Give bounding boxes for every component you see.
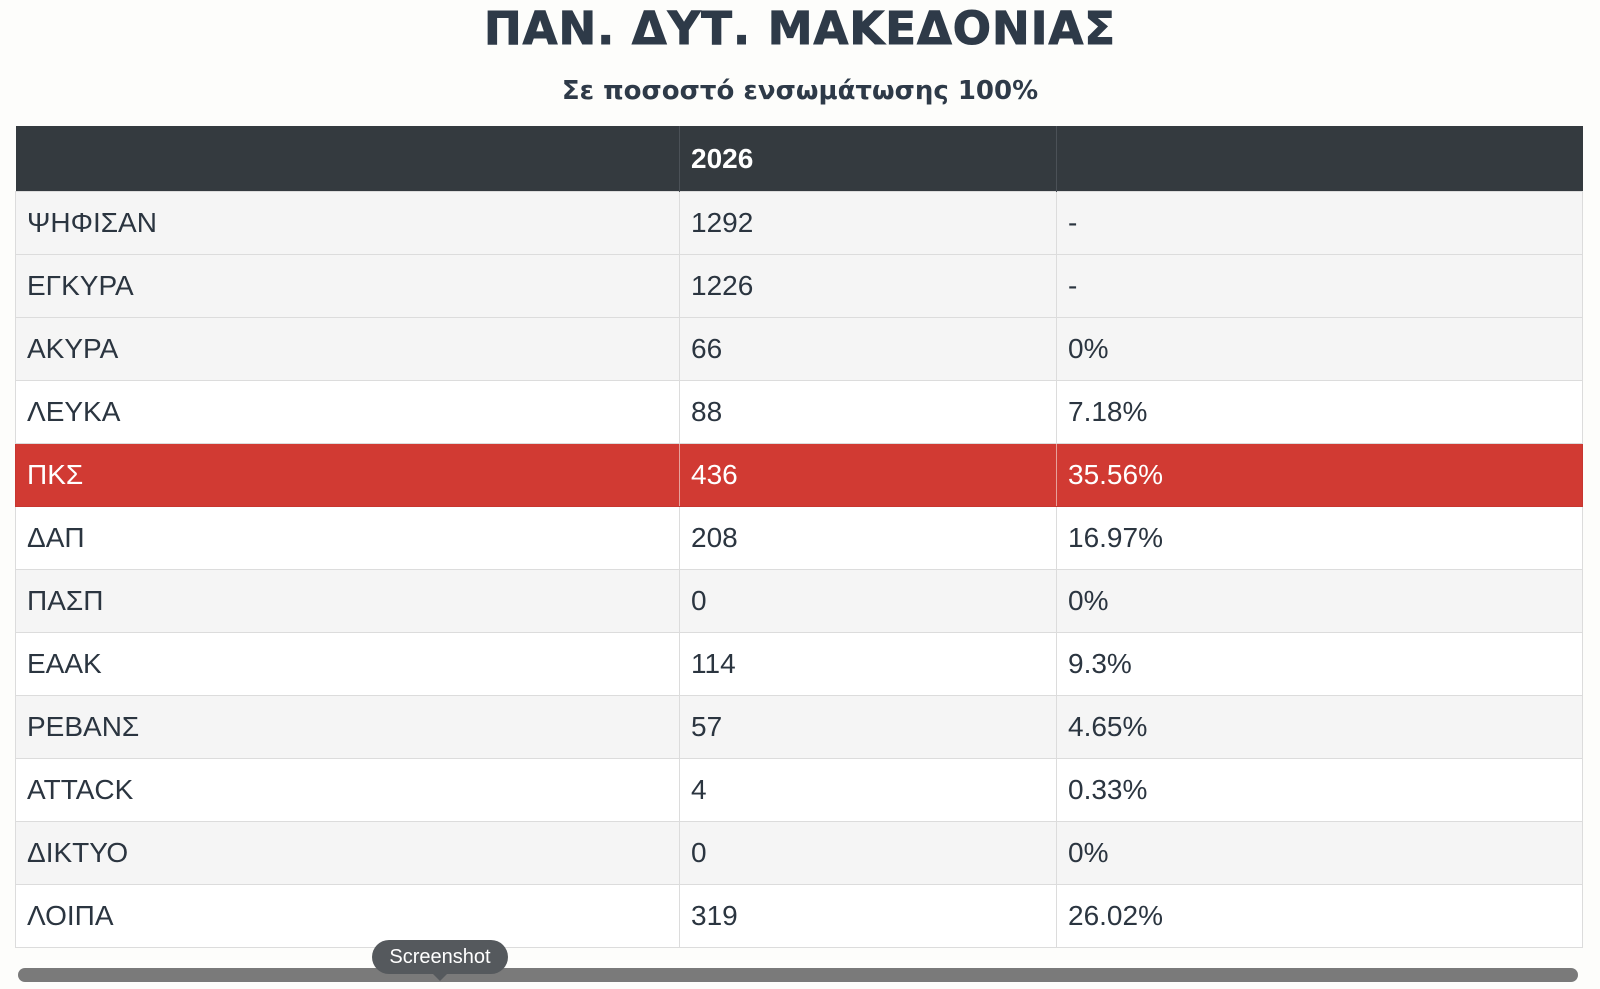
tooltip-arrow-icon [432, 973, 448, 981]
row-votes: 436 [679, 443, 1057, 507]
row-percent: 0% [1056, 317, 1583, 381]
table-row: ATTACK 4 0.33% [15, 758, 1583, 822]
table-row: ΛΟΙΠΑ 319 26.02% [15, 884, 1583, 948]
row-percent: 0% [1056, 569, 1583, 633]
row-label: ΠΑΣΠ [15, 569, 680, 633]
table-row: ΔΑΠ 208 16.97% [15, 506, 1583, 570]
row-label: ΕΓΚΥΡΑ [15, 254, 680, 318]
row-percent: - [1056, 191, 1583, 255]
table-row: ΕΑΑΚ 114 9.3% [15, 632, 1583, 696]
row-label: ΠΚΣ [15, 443, 680, 507]
results-table: 2026 ΨΗΦΙΣΑΝ 1292 - ΕΓΚΥΡΑ 1226 - ΑΚΥΡΑ … [15, 126, 1583, 948]
table-row: ΡΕΒΑΝΣ 57 4.65% [15, 695, 1583, 759]
row-votes: 57 [679, 695, 1057, 759]
row-votes: 114 [679, 632, 1057, 696]
row-votes: 88 [679, 380, 1057, 444]
page-subtitle: Σε ποσοστό ενσωμάτωσης 100% [561, 76, 1039, 106]
row-label: ATTACK [15, 758, 680, 822]
table-row-highlighted: ΠΚΣ 436 35.56% [15, 443, 1583, 507]
row-votes: 66 [679, 317, 1057, 381]
row-percent: 0% [1056, 821, 1583, 885]
table-row: ΔΙΚΤΥΟ 0 0% [15, 821, 1583, 885]
row-percent: 7.18% [1056, 380, 1583, 444]
row-votes: 4 [679, 758, 1057, 822]
row-percent: 0.33% [1056, 758, 1583, 822]
row-percent: - [1056, 254, 1583, 318]
column-header-label [15, 126, 680, 192]
row-label: ΔΑΠ [15, 506, 680, 570]
column-header-percent [1056, 126, 1583, 192]
row-label: ΕΑΑΚ [15, 632, 680, 696]
page-title: ΠΑΝ. ΔΥΤ. ΜΑΚΕΔΟΝΙΑΣ [483, 2, 1117, 56]
row-votes: 208 [679, 506, 1057, 570]
column-header-year: 2026 [679, 126, 1057, 192]
row-percent: 4.65% [1056, 695, 1583, 759]
row-votes: 1292 [679, 191, 1057, 255]
table-row: ΑΚΥΡΑ 66 0% [15, 317, 1583, 381]
row-votes: 0 [679, 569, 1057, 633]
row-percent: 35.56% [1056, 443, 1583, 507]
row-percent: 9.3% [1056, 632, 1583, 696]
row-label: ΨΗΦΙΣΑΝ [15, 191, 680, 255]
row-percent: 16.97% [1056, 506, 1583, 570]
row-label: ΛΕΥΚΑ [15, 380, 680, 444]
row-votes: 319 [679, 884, 1057, 948]
table-row: ΨΗΦΙΣΑΝ 1292 - [15, 191, 1583, 255]
row-label: ΛΟΙΠΑ [15, 884, 680, 948]
row-label: ΔΙΚΤΥΟ [15, 821, 680, 885]
table-header-row: 2026 [15, 126, 1583, 192]
row-votes: 1226 [679, 254, 1057, 318]
row-percent: 26.02% [1056, 884, 1583, 948]
row-label: ΑΚΥΡΑ [15, 317, 680, 381]
table-row: ΠΑΣΠ 0 0% [15, 569, 1583, 633]
row-votes: 0 [679, 821, 1057, 885]
table-row: ΕΓΚΥΡΑ 1226 - [15, 254, 1583, 318]
table-row: ΛΕΥΚΑ 88 7.18% [15, 380, 1583, 444]
screenshot-tooltip: Screenshot [372, 940, 508, 974]
row-label: ΡΕΒΑΝΣ [15, 695, 680, 759]
horizontal-scrollbar[interactable] [18, 968, 1578, 982]
